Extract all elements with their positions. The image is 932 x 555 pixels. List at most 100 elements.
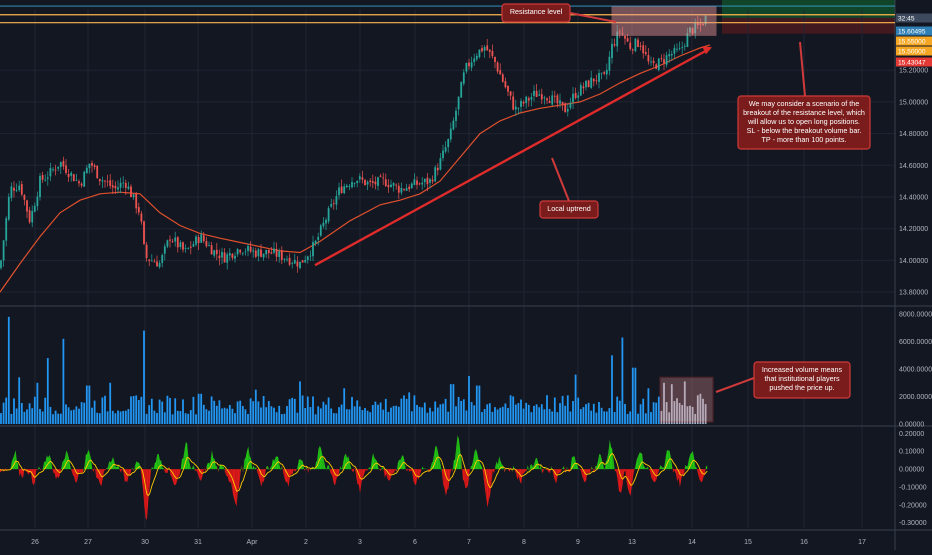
oscillator-area	[462, 461, 463, 479]
time-axis-label: 17	[858, 539, 866, 546]
volume-bar	[169, 398, 171, 424]
volume-bar	[104, 396, 106, 424]
oscillator-area	[589, 469, 590, 474]
oscillator-area	[152, 467, 153, 470]
candle-body	[471, 62, 473, 67]
candle-body	[330, 204, 332, 207]
volume-bar	[442, 404, 444, 424]
oscillator-area	[706, 466, 707, 469]
oscillator-area	[40, 469, 41, 470]
oscillator-area	[528, 465, 529, 472]
oscillator-area	[337, 469, 338, 478]
candle-body	[0, 260, 2, 268]
candle-body	[109, 180, 111, 186]
volume-bar	[141, 397, 143, 424]
volume-bar	[645, 413, 647, 424]
candle-body	[572, 94, 574, 102]
volume-bar	[336, 413, 338, 424]
oscillator-area	[425, 468, 426, 469]
volume-bar	[174, 398, 176, 424]
oscillator-area	[52, 467, 53, 472]
volume-bar	[91, 408, 93, 424]
volume-bar	[265, 407, 267, 424]
candle-body	[437, 168, 439, 170]
oscillator-area	[602, 460, 603, 469]
oscillator-area	[121, 469, 122, 473]
oscillator-area	[173, 469, 174, 485]
volume-bar	[68, 407, 70, 424]
candle-body	[31, 211, 33, 223]
oscillator-area	[186, 442, 187, 469]
oscillator-area	[517, 469, 518, 480]
oscillator-area	[294, 469, 295, 472]
candle-body	[401, 188, 403, 193]
volume-bar	[159, 400, 161, 424]
volume-bar	[245, 409, 247, 424]
oscillator-area	[546, 469, 547, 470]
oscillator-area	[608, 439, 609, 469]
volume-bar	[203, 405, 205, 424]
oscillator-area	[59, 469, 60, 478]
volume-bar	[37, 383, 39, 424]
oscillator-area	[450, 469, 451, 477]
oscillator-area	[181, 459, 182, 470]
volume-bar	[96, 413, 98, 424]
volume-bar	[588, 403, 590, 424]
volume-bar	[250, 398, 252, 424]
price-tag-label: 15.43047	[898, 60, 926, 67]
candle-body	[310, 256, 312, 257]
volume-bar	[135, 395, 137, 424]
candle-body	[403, 189, 405, 190]
volume-bar	[408, 392, 410, 424]
candle-body	[99, 179, 101, 181]
volume-bar	[564, 406, 566, 424]
oscillator-area	[621, 469, 622, 492]
oscillator-area	[261, 469, 262, 487]
volume-bar	[60, 414, 62, 424]
volume-bar	[310, 407, 312, 424]
time-axis-label: 26	[31, 539, 39, 546]
candle-body	[91, 163, 93, 166]
candle-body	[583, 87, 585, 89]
volume-bar	[468, 376, 470, 424]
oscillator-area	[77, 469, 78, 483]
oscillator-area	[490, 469, 491, 495]
candle-body	[81, 184, 83, 186]
volume-bar	[29, 403, 31, 424]
price-tick-label: 14.20000	[899, 226, 928, 233]
candle-body	[663, 59, 665, 63]
volume-bar	[520, 400, 522, 424]
oscillator-area	[330, 469, 331, 474]
candle-body	[367, 182, 369, 185]
oscillator-area	[657, 469, 658, 479]
candle-body	[674, 48, 676, 54]
moving-average-layer	[0, 45, 710, 292]
candle-body	[52, 169, 54, 170]
candle-body	[570, 103, 572, 108]
candle-body	[159, 263, 161, 267]
oscillator-area	[616, 469, 617, 479]
oscillator-area	[663, 467, 664, 469]
oscillator-tick-label: 0.10000	[899, 449, 924, 456]
oscillator-area	[641, 453, 642, 469]
volume-tick-label: 2000.00000	[899, 394, 932, 401]
volume-bar	[450, 384, 452, 424]
volume-bar	[312, 396, 314, 424]
volume-bar	[447, 412, 449, 424]
candle-body	[427, 178, 429, 185]
candle-body	[416, 180, 418, 184]
volume-bar	[390, 408, 392, 424]
oscillator-area	[88, 450, 89, 470]
volume-bar	[99, 413, 101, 424]
candle-body	[328, 208, 330, 221]
oscillator-area	[618, 469, 619, 490]
oscillator-area	[467, 469, 468, 488]
candle-body	[143, 221, 145, 244]
oscillator-area	[220, 465, 221, 469]
oscillator-area	[420, 469, 421, 474]
volume-bar	[193, 397, 195, 424]
oscillator-area	[649, 469, 650, 471]
oscillator-area	[588, 469, 589, 474]
